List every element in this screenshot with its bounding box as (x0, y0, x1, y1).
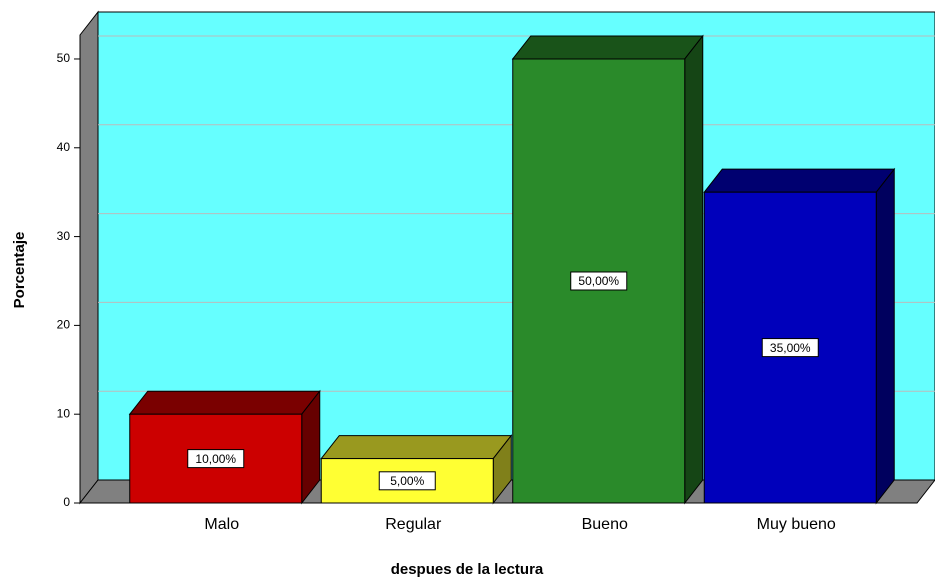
bar-top (320, 435, 513, 460)
value-label: 50,00% (578, 274, 619, 288)
y-axis-label: Porcentaje (11, 232, 28, 309)
value-label: 10,00% (195, 452, 236, 466)
x-tick-label: Malo (204, 516, 239, 533)
x-tick-label: Muy bueno (757, 516, 836, 533)
bar-top (511, 35, 704, 60)
bar-top (128, 390, 321, 415)
value-label-box (187, 449, 245, 469)
value-label-box (378, 471, 436, 491)
bar-side (684, 34, 704, 505)
bar (128, 389, 321, 505)
x-tick-label: Regular (385, 516, 442, 533)
y-tick-label: 20 (57, 318, 71, 332)
bar (511, 34, 704, 505)
x-tick-label: Bueno (582, 516, 628, 533)
x-axis-label: despues de la lectura (391, 561, 544, 578)
y-tick-label: 40 (57, 140, 71, 154)
value-label-box (761, 338, 819, 358)
bar (703, 167, 896, 505)
y-tick-label: 30 (57, 229, 71, 243)
y-tick-label: 0 (63, 495, 70, 509)
bar-side (875, 167, 895, 505)
value-label-box (570, 271, 628, 291)
y-tick-label: 50 (57, 51, 71, 65)
bar-top (703, 168, 896, 193)
bar (320, 434, 513, 505)
left-wall (79, 10, 99, 505)
value-label: 35,00% (770, 341, 811, 355)
value-label: 5,00% (390, 474, 424, 488)
y-tick-label: 10 (57, 406, 71, 420)
